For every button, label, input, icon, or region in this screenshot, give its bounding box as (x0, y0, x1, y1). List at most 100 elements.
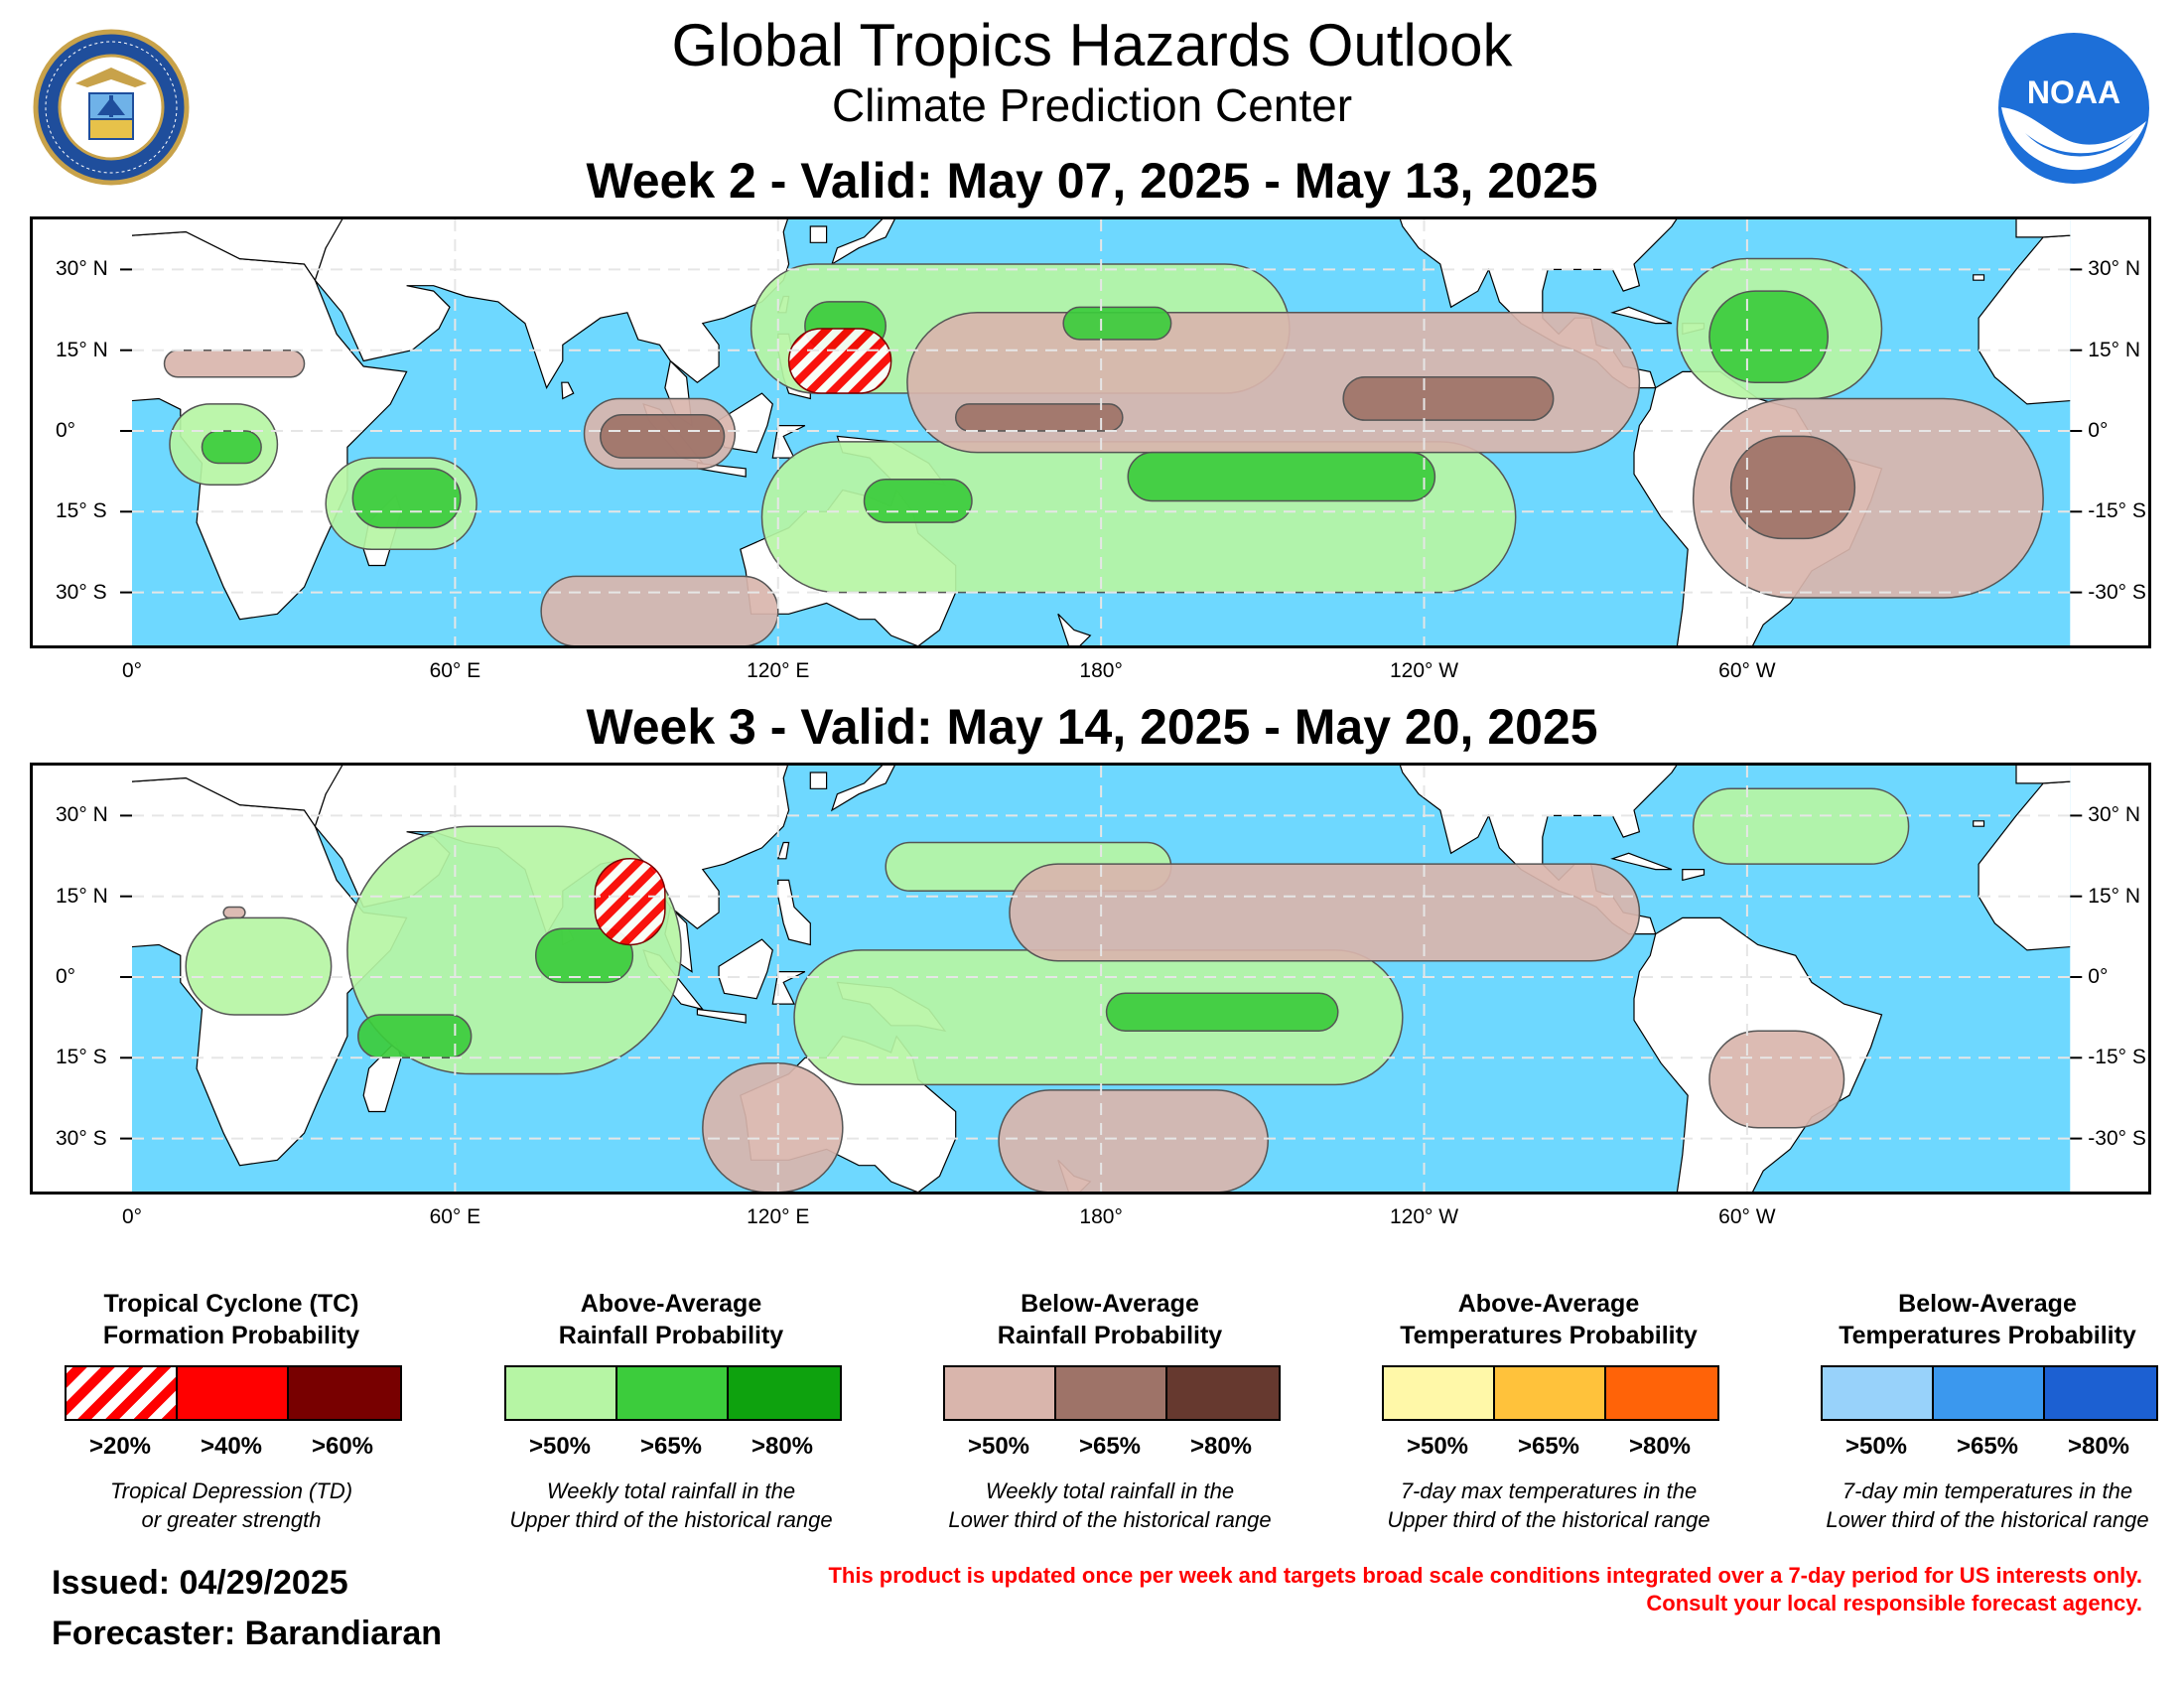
land-iberia-canary (1973, 274, 1985, 281)
legend-threshold-label: >50% (528, 1433, 592, 1460)
map-svg (35, 219, 2083, 645)
hazard-rain-above-caribbean-core (1708, 290, 1829, 383)
land-middle-east-asia (314, 219, 790, 427)
department-of-commerce-seal-icon (33, 29, 190, 186)
week2-title: Week 2 - Valid: May 07, 2025 - May 13, 2… (586, 153, 1598, 209)
week3-map (30, 763, 2151, 1195)
legend-note: Tropical Depression (TD) or greater stren… (109, 1478, 353, 1532)
hazard-rain-below-south-indian-ocean (540, 575, 779, 645)
hazard-areas (163, 257, 2044, 645)
week3-title: Week 3 - Valid: May 14, 2025 - May 20, 2… (586, 699, 1598, 755)
legend-swatch (1167, 1367, 1279, 1419)
legend-thresholds: >50% >65% >80% (943, 1433, 1277, 1461)
forecaster-name: Forecaster: Barandiaran (52, 1615, 443, 1652)
lat-label-left: 15° S (56, 1046, 107, 1069)
lat-label-right: -30° S (2088, 1126, 2146, 1150)
land-africa (1978, 780, 2071, 951)
hazard-rain-below-western-australia-coast (702, 1061, 844, 1192)
land-cuba (1610, 852, 1673, 871)
legend-tc: Tropical Cyclone (TC) Formation Probabili… (33, 1288, 430, 1546)
page-subtitle: Climate Prediction Center (831, 79, 1353, 131)
hazard-rain-above-south-pacific-core (1127, 451, 1436, 502)
page-title: Global Tropics Hazards Outlook (671, 12, 1513, 78)
lat-label-left: 30° S (56, 1126, 107, 1150)
lat-label-right: 0° (2088, 965, 2109, 988)
legend-thresholds: >50% >65% >80% (504, 1433, 838, 1461)
legend-swatch (945, 1367, 1056, 1419)
map-svg (120, 766, 2083, 1192)
legend-swatch (67, 1367, 178, 1419)
hazard-areas (185, 787, 1910, 1192)
legend-threshold-label: >50% (1844, 1433, 1908, 1460)
disclaimer-line-2: Consult your local responsible forecast … (1646, 1591, 2142, 1616)
hazard-tc-philippine-sea (787, 328, 892, 394)
legend-swatch (729, 1367, 840, 1419)
lon-label: 60° W (1718, 659, 1776, 682)
land-iberia-canary (1973, 820, 1985, 827)
legend-note: 7-day max temperatures in the Upper third… (1387, 1478, 1710, 1532)
land-iberia-canary (35, 275, 46, 280)
legend-swatch (1823, 1367, 1934, 1419)
legend-threshold-label: >65% (1078, 1433, 1142, 1460)
lon-label: 120° W (1389, 1205, 1459, 1228)
legend-threshold-label: >65% (1956, 1433, 2019, 1460)
disclaimer: This product is updated once per week an… (828, 1562, 2142, 1618)
lat-label-left: 0° (56, 965, 76, 988)
lat-label-left: 15° N (56, 338, 108, 361)
legend-color-boxes (65, 1365, 402, 1421)
land-philippines (777, 879, 811, 946)
land-africa (1978, 234, 2071, 405)
legend-threshold-label: >80% (1628, 1433, 1692, 1460)
legend-temp-above: Above-Average Temperatures Probability >50… (1350, 1288, 1747, 1546)
land-arabia-europe (132, 219, 346, 282)
lat-label-right: -15° S (2088, 1046, 2146, 1069)
legend-color-boxes (1821, 1365, 2158, 1421)
lat-label-left: 0° (56, 419, 76, 442)
legend-swatch (178, 1367, 289, 1419)
legend-thresholds: >50% >65% >80% (1821, 1433, 2154, 1461)
land-new-zealand (1057, 613, 1092, 645)
legend-swatch (1056, 1367, 1167, 1419)
lat-label-left: 15° S (56, 499, 107, 523)
legend-title: Above-Average Rainfall Probability (558, 1290, 784, 1349)
legend-rain-below: Below-Average Rainfall Probability >50% >65… (911, 1288, 1308, 1546)
hazard-rain-below-eastern-pacific-core (1342, 376, 1555, 421)
lon-label: 180° (1079, 1205, 1123, 1228)
lat-label-left: 15° N (56, 884, 108, 908)
hazard-rain-above-coral-sea-core (863, 479, 973, 523)
legend-threshold-label: >60% (311, 1433, 374, 1460)
graticule (132, 219, 2071, 645)
land-korea (809, 225, 828, 243)
legend-threshold-label: >80% (1189, 1433, 1253, 1460)
week2-map (30, 216, 2151, 648)
ticks (120, 268, 2083, 594)
legend-swatch (617, 1367, 729, 1419)
land-arabia-europe (2015, 219, 2071, 238)
legend-color-boxes (504, 1365, 842, 1421)
legend-note: 7-day min temperatures in the Lower third… (1826, 1478, 2149, 1532)
hazard-rain-below-eastern-indian-ocean-core (600, 413, 726, 459)
lat-label-left: 30° S (56, 580, 107, 604)
legend-title: Below-Average Rainfall Probability (997, 1290, 1223, 1349)
hazard-rain-above-central-africa-core (201, 430, 262, 465)
lon-label: 120° W (1389, 659, 1459, 682)
legend-thresholds: >20% >40% >60% (65, 1433, 398, 1461)
hazard-rain-above-south-pacific-core (1105, 992, 1339, 1032)
land-cuba (1610, 306, 1673, 325)
legend-title: Above-Average Temperatures Probability (1400, 1290, 1698, 1349)
lat-label-right: 15° N (2088, 338, 2141, 361)
lon-label: 60° W (1718, 1205, 1776, 1228)
legend-swatch (506, 1367, 617, 1419)
legend-threshold-label: >65% (639, 1433, 703, 1460)
lon-label: 60° E (429, 659, 481, 682)
legend-threshold-label: >50% (967, 1433, 1030, 1460)
hazard-rain-above-western-atlantic (1692, 787, 1910, 865)
hazard-rain-above-east-africa (185, 916, 333, 1016)
lat-label-left: 30° N (56, 257, 108, 281)
legend-swatch (1606, 1367, 1717, 1419)
land-borneo (718, 938, 773, 1000)
legend-swatch (2045, 1367, 2156, 1419)
legend-color-boxes (1382, 1365, 1719, 1421)
lon-label: 0° (121, 1205, 143, 1228)
